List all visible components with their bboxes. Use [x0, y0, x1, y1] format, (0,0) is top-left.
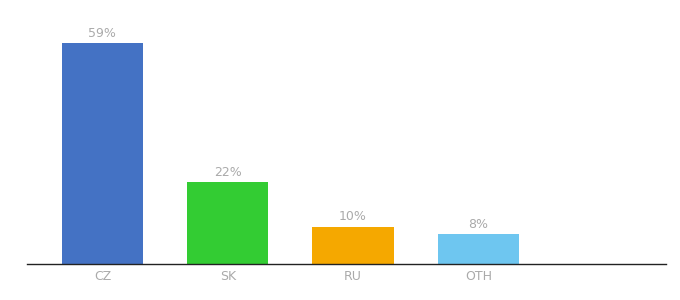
Text: 22%: 22% [214, 166, 241, 178]
Bar [438, 234, 519, 264]
Text: 10%: 10% [339, 211, 367, 224]
Text: 59%: 59% [88, 27, 116, 40]
Bar [312, 226, 394, 264]
Text: 8%: 8% [469, 218, 488, 231]
Bar [62, 43, 143, 264]
Bar [187, 182, 269, 264]
